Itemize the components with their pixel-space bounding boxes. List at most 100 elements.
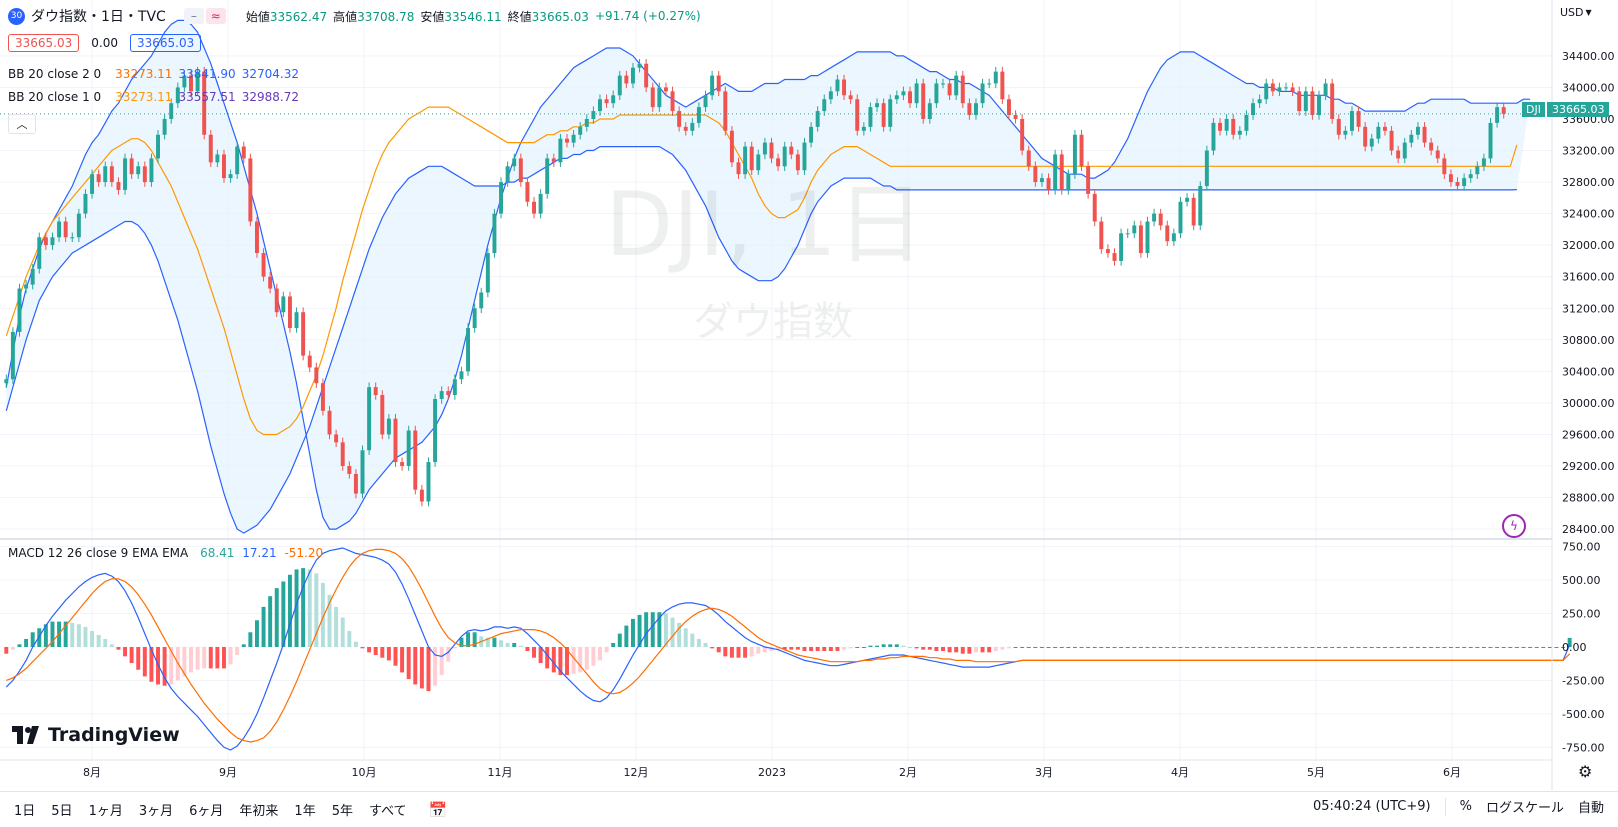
macd-hist-bar — [1435, 646, 1440, 648]
candle-body — [241, 146, 246, 159]
macd-hist-bar — [1231, 646, 1236, 648]
calendar-range-icon[interactable]: 📅 — [428, 800, 448, 819]
tradingview-logo[interactable]: TradingView — [12, 724, 180, 746]
macd-hist-bar — [1020, 646, 1025, 648]
candle-body — [215, 154, 220, 163]
candle-body — [228, 174, 233, 179]
macd-hist-bar — [723, 646, 728, 657]
candle-body — [1204, 150, 1209, 187]
candle-body — [1053, 154, 1058, 190]
watermark-line2: ダウ指数 — [693, 299, 853, 345]
macd-hist-bar — [716, 646, 721, 653]
macd-hist-bar — [1277, 646, 1282, 648]
ohlc-high: 高値33708.78 — [333, 8, 414, 25]
candle-body — [439, 391, 444, 399]
macd-hist-bar — [287, 574, 292, 647]
candle-body — [1475, 166, 1480, 175]
macd-hist-bar — [1244, 646, 1249, 648]
macd-label[interactable]: MACD 12 26 close 9 EMA EMA — [8, 546, 189, 560]
candle-body — [426, 462, 431, 502]
macd-hist-bar — [485, 637, 490, 647]
macd-hist-bar — [1409, 646, 1414, 648]
macd-hist-bar — [96, 634, 101, 647]
candle-body — [268, 276, 273, 289]
candle-body — [598, 99, 602, 112]
macd-hist-bar — [1204, 646, 1209, 648]
candle-body — [743, 146, 748, 175]
candle-body — [630, 67, 635, 84]
range-button-7[interactable]: 5年 — [331, 804, 353, 819]
macd-hist-bar — [314, 573, 319, 647]
macd-hist-bar — [532, 646, 536, 658]
gear-icon[interactable]: ⚙ — [1578, 762, 1593, 781]
macd-hist-bar — [1171, 646, 1176, 648]
candle-body — [400, 462, 405, 467]
macd-hist-bar — [76, 624, 81, 647]
macd-hist-bar — [1039, 646, 1044, 648]
clock-time[interactable]: 05:40:24 (UTC+9) — [1313, 799, 1431, 814]
macd-hist-bar — [538, 646, 543, 664]
macd-hist-bar — [1165, 646, 1170, 648]
macd-hist-bar — [360, 646, 365, 649]
time-tick-label: 2月 — [899, 766, 917, 779]
macd-hist-bar — [848, 646, 853, 649]
price-box-blue[interactable]: 33665.03 — [129, 34, 202, 52]
candle-body — [301, 312, 306, 356]
log-scale-toggle[interactable]: ログスケール — [1485, 801, 1564, 816]
range-button-3[interactable]: 3ヶ月 — [138, 804, 174, 819]
last-price-value: 33665.03 — [1546, 102, 1610, 117]
macd-hist-bar — [1033, 646, 1038, 648]
collapse-legend-button[interactable]: ︿ — [8, 114, 36, 134]
macd-hist-bar — [1330, 646, 1335, 648]
macd-hist-bar — [1382, 646, 1387, 648]
macd-hist-bar — [274, 588, 279, 647]
range-button-5[interactable]: 年初来 — [239, 804, 279, 819]
candle-body — [1297, 91, 1302, 112]
currency-selector[interactable]: USD ▼ — [1560, 6, 1592, 19]
bb2-basis: 33273.11 — [115, 67, 173, 81]
bb1-upper: 33557.51 — [178, 90, 236, 104]
candle-body — [1356, 111, 1361, 127]
range-button-8[interactable]: すべて — [368, 804, 407, 819]
candle-body — [776, 158, 781, 167]
macd-hist-bar — [1323, 646, 1328, 648]
candle-body — [182, 75, 187, 88]
bb1-label[interactable]: BB 20 close 1 0 — [8, 90, 102, 104]
macd-hist-bar — [565, 646, 569, 676]
macd-hist-bar — [591, 646, 596, 666]
range-button-1[interactable]: 5日 — [51, 804, 73, 819]
macd-hist-bar — [1191, 646, 1196, 648]
bb2-label[interactable]: BB 20 close 2 0 — [8, 67, 102, 81]
candle-body — [83, 193, 88, 214]
percent-toggle[interactable]: % — [1459, 799, 1472, 814]
chart-canvas[interactable]: 28400.00 28800.00 29200.00 29600.00 30000.00… — [0, 0, 1618, 790]
range-button-6[interactable]: 1年 — [294, 804, 316, 819]
bb1-basis: 33273.11 — [115, 90, 173, 104]
macd-hist-bar — [1138, 646, 1143, 648]
chart-title[interactable]: ダウ指数・1日・TVC — [31, 9, 166, 25]
tv-logo-icon — [12, 726, 39, 744]
candle-body — [360, 450, 365, 494]
auto-scale-toggle[interactable]: 自動 — [1577, 801, 1604, 816]
macd-hist-bar — [710, 646, 715, 649]
candle-body — [1270, 83, 1275, 92]
macd-hist-bar — [1303, 646, 1308, 648]
bb-band-fill — [6, 20, 1531, 534]
macd-hist-bar — [17, 644, 22, 647]
candle-body — [57, 221, 62, 238]
candle-body — [274, 288, 279, 313]
range-button-2[interactable]: 1ヶ月 — [88, 804, 123, 819]
macd-hist-bar — [386, 646, 391, 661]
macd-hist-bar — [762, 646, 767, 653]
range-button-0[interactable]: 1日 — [14, 804, 36, 819]
candle-body — [914, 83, 919, 104]
price-box-red[interactable]: 33665.03 — [8, 34, 80, 52]
compare-toggle[interactable]: – ≈ — [183, 8, 226, 24]
lightning-icon[interactable]: ϟ — [1502, 514, 1526, 538]
candle-body — [189, 75, 193, 92]
price-tick-label: 30400.00 — [1562, 365, 1615, 378]
high-label: 高値 — [333, 9, 358, 24]
range-button-4[interactable]: 6ヶ月 — [189, 804, 224, 819]
candle-body — [1092, 193, 1097, 222]
